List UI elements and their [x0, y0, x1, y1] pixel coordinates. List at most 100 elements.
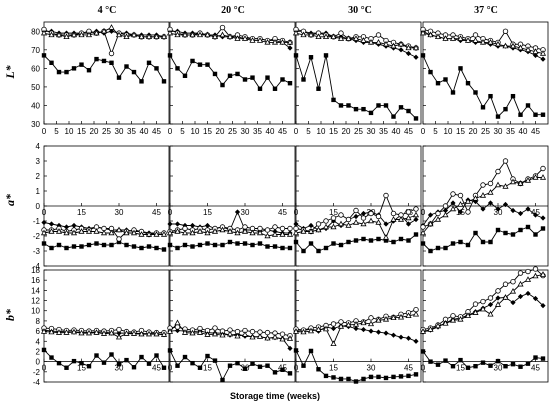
marker-circle-1-1-14 [272, 224, 278, 230]
marker-triangle-2-2-4 [322, 325, 330, 332]
marker-triangle-1-1-7 [219, 226, 226, 233]
marker-triangle-2-0-8 [100, 330, 108, 336]
marker-triangle-1-2-4 [322, 223, 330, 230]
marker-circle-1-2-12 [383, 192, 389, 199]
marker-square-0-3-2 [435, 81, 441, 86]
marker-diamond-2-3-9 [487, 302, 494, 308]
marker-diamond-2-3-16 [540, 303, 546, 309]
marker-square-1-1-12 [257, 241, 263, 246]
x-tick-label-0-2-1: 5 [306, 127, 311, 136]
x-tick-label-0-0-1: 5 [54, 127, 59, 136]
marker-square-0-3-8 [480, 105, 486, 110]
marker-circle-1-2-15 [405, 209, 412, 215]
x-tick-label-0-1-4: 20 [216, 127, 225, 136]
marker-square-0-3-5 [458, 66, 463, 71]
marker-triangle-1-0-2 [55, 228, 63, 234]
marker-square-2-0-14 [146, 361, 152, 366]
marker-square-0-3-9 [488, 93, 493, 99]
marker-triangle-0-2-7 [345, 35, 352, 41]
marker-circle-1-0-10 [116, 236, 122, 242]
x-tick-label-1-3-2: 30 [494, 208, 503, 217]
y-tick-label-0-0-1: 40 [31, 101, 40, 110]
y-tick-label-1-0-3: -1 [33, 217, 41, 226]
series-line-square-1-2 [295, 234, 417, 252]
marker-square-1-1-10 [242, 241, 248, 246]
panel-frame-0-3 [422, 21, 549, 125]
marker-triangle-0-3-6 [464, 37, 472, 43]
marker-triangle-1-3-12 [509, 178, 517, 185]
marker-square-0-2-10 [368, 110, 374, 116]
marker-circle-0-3-11 [502, 28, 509, 34]
marker-triangle-2-0-5 [78, 329, 85, 336]
marker-square-2-2-2 [308, 348, 314, 354]
marker-square-0-2-12 [383, 103, 389, 108]
x-tick-label-1-2-0: 0 [294, 208, 299, 217]
marker-triangle-2-2-6 [337, 323, 345, 329]
marker-triangle-1-0-1 [48, 228, 55, 234]
marker-triangle-0-0-16 [160, 33, 168, 40]
marker-diamond-1-3-4 [450, 200, 456, 206]
marker-square-1-2-6 [338, 242, 344, 248]
marker-square-0-0-0 [41, 53, 47, 58]
marker-diamond-1-1-0 [167, 221, 173, 227]
marker-square-1-0-15 [154, 245, 159, 251]
marker-triangle-0-2-1 [300, 31, 307, 38]
x-tick-label-0-2-3: 15 [329, 127, 338, 136]
marker-square-1-1-9 [235, 241, 240, 246]
marker-triangle-2-0-12 [130, 330, 138, 336]
y-tick-label-2-0-9: 14 [31, 286, 40, 295]
panel-frame-2-3 [422, 269, 549, 383]
marker-triangle-1-3-1 [427, 220, 434, 227]
marker-square-2-3-8 [480, 360, 486, 365]
x-tick-label-0-0-7: 35 [127, 127, 136, 136]
marker-square-1-1-0 [167, 242, 173, 248]
marker-triangle-0-0-9 [108, 24, 115, 30]
marker-triangle-0-3-4 [449, 35, 457, 41]
x-tick-label-2-0-3: 45 [152, 364, 161, 373]
marker-circle-1-3-0 [420, 224, 426, 230]
marker-square-2-2-7 [346, 376, 351, 382]
marker-square-0-2-4 [323, 53, 329, 58]
marker-circle-1-3-8 [480, 182, 486, 188]
marker-triangle-0-0-5 [78, 31, 85, 38]
marker-square-0-1-4 [197, 62, 203, 67]
marker-triangle-2-3-1 [427, 326, 434, 332]
marker-square-0-3-10 [495, 114, 501, 119]
y-tick-label-1-0-4: 0 [36, 202, 41, 211]
marker-square-2-0-3 [64, 365, 69, 370]
x-tick-label-0-0-6: 30 [115, 127, 124, 136]
marker-triangle-1-1-0 [166, 229, 174, 236]
marker-triangle-2-3-6 [464, 312, 472, 319]
marker-square-2-2-12 [383, 375, 389, 381]
y-tick-label-1-0-8: 4 [36, 142, 41, 151]
marker-triangle-0-2-0 [292, 29, 300, 36]
marker-diamond-1-3-8 [480, 206, 486, 212]
marker-triangle-2-2-12 [382, 315, 390, 322]
marker-triangle-1-0-16 [160, 231, 168, 237]
marker-diamond-1-0-1 [48, 221, 55, 227]
marker-square-0-1-15 [280, 77, 285, 82]
marker-triangle-1-1-6 [211, 228, 219, 234]
marker-circle-1-3-5 [457, 192, 464, 199]
row-label-b: b* [3, 308, 17, 321]
marker-triangle-0-2-6 [337, 35, 345, 41]
marker-square-2-1-9 [235, 360, 240, 366]
marker-triangle-0-1-8 [226, 33, 234, 40]
marker-square-2-3-14 [525, 361, 531, 366]
marker-square-1-1-1 [175, 245, 180, 251]
marker-diamond-1-3-5 [457, 209, 464, 215]
marker-square-2-0-0 [41, 347, 47, 353]
marker-triangle-2-1-0 [166, 328, 174, 334]
marker-triangle-2-0-7 [93, 329, 100, 335]
marker-triangle-2-0-16 [160, 331, 168, 337]
marker-circle-0-0-9 [108, 50, 115, 57]
marker-square-0-0-16 [161, 79, 167, 84]
marker-triangle-0-0-10 [115, 31, 123, 38]
marker-triangle-0-3-3 [442, 35, 449, 41]
y-tick-label-2-0-8: 12 [31, 297, 40, 306]
x-tick-label-0-3-9: 45 [531, 127, 540, 136]
marker-diamond-2-3-12 [510, 299, 516, 306]
marker-diamond-1-2-16 [413, 216, 419, 223]
marker-square-1-1-4 [197, 242, 203, 248]
